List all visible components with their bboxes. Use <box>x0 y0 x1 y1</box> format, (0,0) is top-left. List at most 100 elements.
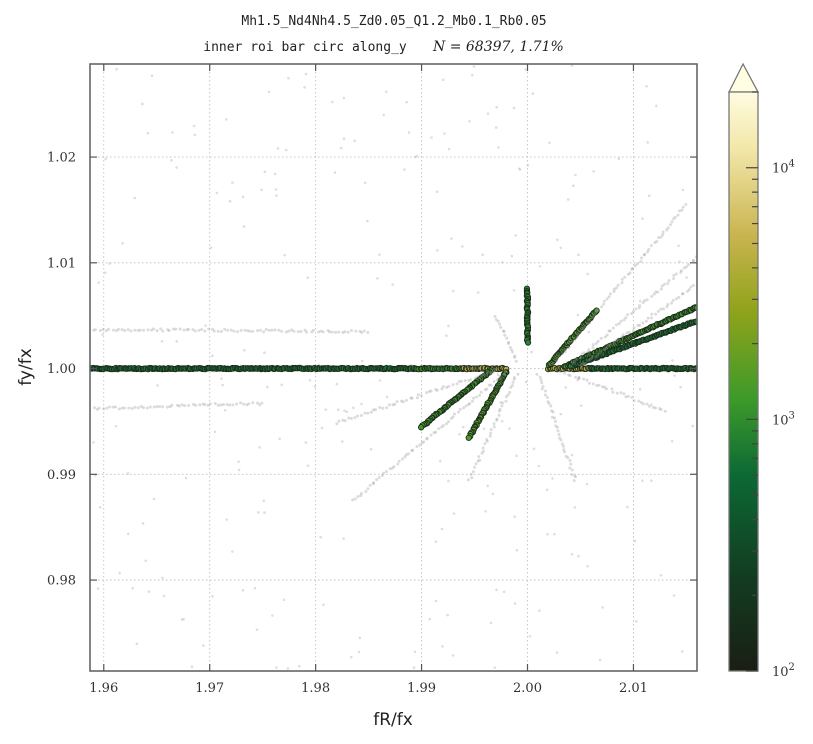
scatter-point <box>180 403 184 407</box>
scatter-point <box>353 416 357 420</box>
background-point <box>353 139 356 143</box>
scatter-point <box>679 271 683 275</box>
background-point <box>150 74 154 77</box>
scatter-point <box>630 395 634 399</box>
scatter-point <box>539 378 543 382</box>
background-point <box>204 324 207 327</box>
background-point <box>278 437 281 441</box>
scatter-point <box>602 299 606 303</box>
background-point <box>441 78 445 82</box>
scatter-point <box>567 341 571 345</box>
scatter-point <box>481 372 485 376</box>
background-point <box>494 126 498 129</box>
background-point <box>171 131 174 134</box>
scatter-point <box>644 319 648 323</box>
background-point <box>221 383 225 387</box>
background-point <box>391 283 394 286</box>
axis-tick-labels: 1.96 1.97 1.98 1.99 2.00 2.01 0.98 0.99 1.00 1.01… <box>47 151 648 696</box>
scatter-point <box>117 407 121 411</box>
scatter-point <box>235 402 239 406</box>
x-tick-label: 1.98 <box>301 681 330 696</box>
background-point <box>126 471 130 475</box>
scatter-point <box>497 409 501 413</box>
scatter-point <box>152 405 156 409</box>
scatter-point <box>682 266 686 270</box>
scatter-point <box>623 275 627 279</box>
background-point <box>369 447 373 451</box>
scatter-point <box>594 341 598 345</box>
background-point <box>685 276 688 279</box>
background-point <box>538 265 542 268</box>
scatter-point <box>422 440 426 444</box>
scatter-point <box>225 402 229 406</box>
scatter-point <box>567 345 571 349</box>
background-point <box>435 190 439 194</box>
scatter-point <box>108 405 112 409</box>
scatter-point <box>194 403 198 407</box>
background-point <box>118 571 121 575</box>
scatter-point <box>553 416 557 420</box>
scatter-point <box>685 265 689 269</box>
scatter-point <box>587 348 591 352</box>
scatter-point <box>661 230 665 234</box>
scatter-point <box>280 329 284 333</box>
background-point <box>440 527 444 531</box>
scatter-point <box>397 459 401 463</box>
background-point <box>573 506 577 509</box>
scatter-point <box>359 414 363 418</box>
scatter-point <box>642 402 646 406</box>
scatter-point <box>687 263 691 267</box>
background-point <box>224 118 228 121</box>
scatter-point <box>127 406 131 410</box>
scatter-point <box>410 449 414 453</box>
scatter-point <box>646 316 650 320</box>
scatter-point <box>582 377 586 381</box>
scatter-point <box>497 413 501 417</box>
scatter-point <box>473 376 477 380</box>
scatter-point <box>447 384 451 388</box>
scatter-point <box>585 378 589 382</box>
scatter-point <box>229 328 233 332</box>
colorbar: 102 103 104 <box>727 62 795 680</box>
scatter-point <box>560 442 564 446</box>
scatter-point <box>97 406 101 410</box>
scatter-point <box>246 329 250 333</box>
background-point <box>570 64 574 67</box>
background-point <box>428 617 432 621</box>
scatter-point <box>501 329 505 333</box>
background-point <box>215 191 219 195</box>
scatter-point <box>491 370 495 374</box>
background-point <box>253 586 257 590</box>
scatter-point <box>626 394 630 398</box>
background-point <box>496 373 500 377</box>
scatter-point <box>346 330 350 334</box>
scatter-point <box>366 487 370 491</box>
scatter-point <box>551 362 555 366</box>
background-point <box>633 539 637 543</box>
scatter-point <box>647 404 651 408</box>
scatter-point <box>669 301 673 305</box>
scatter-point <box>650 294 654 298</box>
scatter-point <box>655 239 659 243</box>
scatter-point <box>388 467 392 471</box>
background-point <box>592 170 595 173</box>
scatter-point <box>667 279 671 283</box>
scatter-point <box>659 235 663 239</box>
scatter-point <box>223 327 227 331</box>
scatter-point <box>671 298 675 302</box>
scatter-point <box>572 479 576 483</box>
scatter-point <box>591 315 595 319</box>
background-point <box>586 564 589 568</box>
background-point <box>601 606 604 609</box>
scatter-point <box>510 383 514 387</box>
background-point <box>512 289 516 292</box>
y-tick-label: 0.98 <box>47 574 76 589</box>
scatter-point <box>171 327 175 331</box>
background-point <box>101 333 104 336</box>
scatter-point <box>396 462 400 466</box>
scatter-point <box>392 465 396 469</box>
scatter-point <box>434 430 438 434</box>
background-point <box>360 402 363 406</box>
background-point <box>258 446 261 449</box>
background-point <box>363 181 367 185</box>
